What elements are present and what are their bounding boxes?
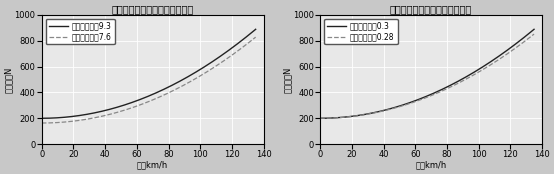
Title: 不同空气阻力系数滑行阻力对比: 不同空气阻力系数滑行阻力对比 [390, 4, 472, 14]
滚动阻力系数7.6 [38, 122, 45, 124]
滚动阻力系数9.3 [108, 108, 115, 110]
滚动阻力系数7.6 [64, 121, 71, 123]
空气阻力系数0.3 [342, 116, 349, 118]
滚动阻力系数7.6 [123, 109, 130, 111]
滚动阻力系数9.3 [123, 103, 130, 105]
Line: 滚动阻力系数7.6: 滚动阻力系数7.6 [42, 37, 255, 123]
Legend: 空气阻力系数0.3, 空气阻力系数0.28: 空气阻力系数0.3, 空气阻力系数0.28 [324, 19, 398, 44]
X-axis label: 速度km/h: 速度km/h [137, 161, 168, 170]
空气阻力系数0.28 [452, 84, 458, 86]
滚动阻力系数7.6 [193, 77, 199, 79]
滚动阻力系数9.3 [193, 71, 199, 73]
滚动阻力系数9.3 [252, 28, 259, 30]
滚动阻力系数9.3 [194, 70, 201, 72]
空气阻力系数0.3 [471, 71, 478, 73]
空气阻力系数0.28 [387, 108, 393, 110]
空气阻力系数0.3 [317, 117, 324, 119]
空气阻力系数0.3 [452, 82, 458, 84]
空气阻力系数0.28 [531, 33, 537, 35]
空气阻力系数0.28 [317, 117, 324, 119]
空气阻力系数0.28 [402, 104, 408, 106]
空气阻力系数0.3 [473, 70, 479, 72]
Legend: 滚动阻力系数9.3, 滚动阻力系数7.6: 滚动阻力系数9.3, 滚动阻力系数7.6 [45, 19, 115, 44]
空气阻力系数0.3 [402, 103, 408, 105]
Line: 空气阻力系数0.28: 空气阻力系数0.28 [320, 34, 534, 118]
Y-axis label: 滑行阻力N: 滑行阻力N [4, 66, 13, 93]
滚动阻力系数7.6 [173, 88, 179, 90]
Line: 滚动阻力系数9.3: 滚动阻力系数9.3 [42, 29, 255, 118]
Title: 不同滚动阻力系数滑行阻力对比: 不同滚动阻力系数滑行阻力对比 [111, 4, 194, 14]
空气阻力系数0.3 [387, 108, 393, 110]
Y-axis label: 滑行阻力N: 滑行阻力N [283, 66, 291, 93]
空气阻力系数0.28 [473, 73, 479, 75]
滚动阻力系数9.3 [173, 82, 179, 84]
滚动阻力系数9.3 [38, 117, 45, 119]
滚动阻力系数9.3 [64, 116, 71, 118]
Line: 空气阻力系数0.3: 空气阻力系数0.3 [320, 29, 534, 118]
滚动阻力系数7.6 [252, 36, 259, 38]
滚动阻力系数7.6 [194, 77, 201, 79]
空气阻力系数0.28 [471, 73, 478, 76]
空气阻力系数0.28 [342, 116, 349, 118]
X-axis label: 速度km/h: 速度km/h [416, 161, 447, 170]
空气阻力系数0.3 [531, 28, 537, 30]
滚动阻力系数7.6 [108, 113, 115, 115]
